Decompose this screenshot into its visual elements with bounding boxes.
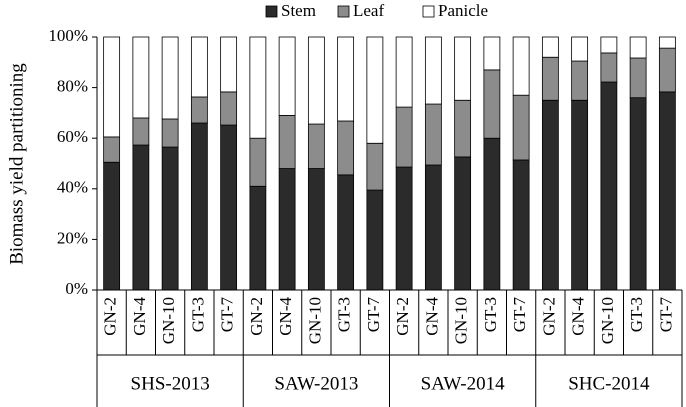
bar-segment xyxy=(132,144,150,291)
bar-segment xyxy=(132,36,150,119)
legend-swatch xyxy=(422,5,435,18)
bar-segment xyxy=(337,36,355,122)
x-tick-label: GN-10 xyxy=(305,297,324,344)
bar-segment xyxy=(161,146,179,291)
bar-segment xyxy=(161,36,179,120)
bar-segment xyxy=(278,168,296,291)
bar-segment xyxy=(249,36,267,139)
bar-segment xyxy=(658,36,676,49)
bar-segment xyxy=(220,36,238,93)
bar-segment xyxy=(424,164,442,291)
legend-label: Panicle xyxy=(438,1,488,20)
bar-segment xyxy=(307,168,325,291)
x-tick-label: GN-4 xyxy=(422,297,441,336)
bar-segment xyxy=(337,120,355,176)
bar-segment xyxy=(512,94,530,161)
bar-segment xyxy=(571,60,589,101)
bar-segment xyxy=(190,96,208,124)
bar-segment xyxy=(658,91,676,291)
x-tick-label: GT-7 xyxy=(218,297,237,333)
bar-segment xyxy=(103,161,121,291)
bar-segment xyxy=(132,117,150,146)
bar-segment xyxy=(629,36,647,59)
bar-segment xyxy=(512,159,530,291)
bar-segment xyxy=(424,103,442,166)
bar-segment xyxy=(103,136,121,163)
x-tick-label: GN-10 xyxy=(159,297,178,344)
x-tick-label: GN-2 xyxy=(101,297,120,336)
group-label: SAW-2013 xyxy=(274,373,358,394)
bar-segment xyxy=(541,99,559,291)
bar-segment xyxy=(541,36,559,58)
bar-segment xyxy=(571,36,589,62)
y-tick-label: 80% xyxy=(57,77,88,96)
x-tick-label: GN-2 xyxy=(247,297,266,336)
bar-segment xyxy=(337,174,355,291)
bar-segment xyxy=(454,156,472,291)
x-tick-label: GN-10 xyxy=(598,297,617,344)
bar-segment xyxy=(395,106,413,168)
bar-segment xyxy=(629,57,647,99)
bar-segment xyxy=(483,36,501,71)
bar-segment xyxy=(395,166,413,291)
bar-segment xyxy=(483,137,501,291)
group-label: SHC-2014 xyxy=(568,373,650,394)
x-tick-label: GN-4 xyxy=(569,297,588,336)
x-tick-label: GN-2 xyxy=(539,297,558,336)
y-tick-label: 60% xyxy=(57,127,88,146)
group-label: SHS-2013 xyxy=(131,373,210,394)
bar-segment xyxy=(190,36,208,98)
bar-segment xyxy=(454,99,472,158)
x-tick-label: GN-10 xyxy=(452,297,471,344)
group-label: SAW-2014 xyxy=(421,373,505,394)
bar-segment xyxy=(600,81,618,291)
bar-segment xyxy=(629,97,647,291)
x-tick-label: GT-7 xyxy=(656,297,675,333)
bar-segment xyxy=(220,124,238,291)
x-tick-label: GT-3 xyxy=(627,297,646,332)
bar-segment xyxy=(600,36,618,54)
bar-segment xyxy=(278,115,296,169)
bar-segment xyxy=(220,91,238,126)
bar-segment xyxy=(307,123,325,169)
y-tick-label: 0% xyxy=(65,279,88,298)
x-tick-label: GN-4 xyxy=(276,297,295,336)
x-tick-label: GN-2 xyxy=(393,297,412,336)
bar-segment xyxy=(571,99,589,291)
x-tick-label: GN-4 xyxy=(130,297,149,336)
y-axis-label: Biomass yield partitioning xyxy=(6,63,27,265)
bar-segment xyxy=(366,36,384,144)
bar-segment xyxy=(249,185,267,291)
bar-segment xyxy=(454,36,472,101)
x-tick-label: GT-3 xyxy=(335,297,354,332)
x-tick-label: GT-3 xyxy=(481,297,500,332)
legend-swatch xyxy=(337,5,350,18)
bar-segment xyxy=(249,137,267,187)
x-tick-label: GT-3 xyxy=(188,297,207,332)
bar-segment xyxy=(541,56,559,101)
bar-segment xyxy=(103,36,121,138)
bar-segment xyxy=(483,69,501,139)
legend-label: Stem xyxy=(281,1,316,20)
y-tick-label: 100% xyxy=(48,26,88,45)
x-tick-label: GT-7 xyxy=(364,297,383,333)
bar-segment xyxy=(512,36,530,96)
y-tick-label: 20% xyxy=(57,228,88,247)
legend-swatch xyxy=(265,5,278,18)
x-tick-label: GT-7 xyxy=(510,297,529,333)
bar-segment xyxy=(190,122,208,291)
bar-segment xyxy=(658,47,676,93)
bar-segment xyxy=(424,36,442,105)
legend-label: Leaf xyxy=(353,1,384,20)
bar-segment xyxy=(366,189,384,291)
y-tick-label: 40% xyxy=(57,178,88,197)
bar-segment xyxy=(307,36,325,125)
bar-segment xyxy=(366,142,384,191)
bar-segment xyxy=(395,36,413,108)
bar-segment xyxy=(600,52,618,83)
bar-segment xyxy=(161,118,179,148)
bar-segment xyxy=(278,36,296,116)
